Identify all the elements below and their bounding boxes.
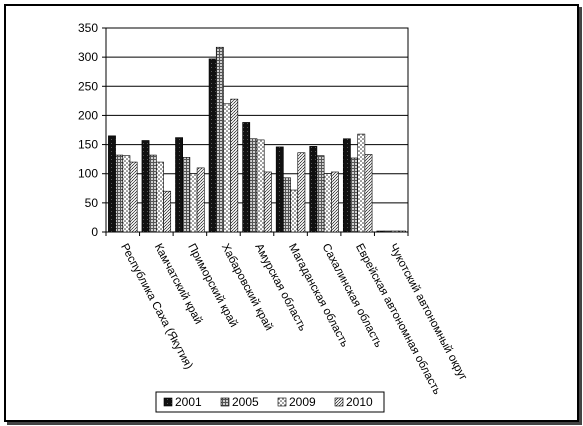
bar-2010-6: [331, 171, 339, 233]
bar-2001-0: [108, 135, 116, 233]
bar-2005-4: [249, 138, 258, 233]
bar-2009-2: [189, 173, 198, 233]
legend-label-2001: 2001: [175, 395, 202, 409]
bar-2005-2: [182, 157, 191, 233]
bar-2001-3: [208, 58, 217, 233]
bar-2005-7: [350, 157, 358, 233]
y-tick-label: 300: [78, 50, 98, 64]
bar-2010-5: [297, 152, 306, 233]
bar-2009-6: [323, 173, 332, 233]
bar-2009-0: [122, 155, 131, 233]
y-tick-label: 50: [85, 196, 99, 210]
bar-2009-5: [290, 189, 299, 233]
y-tick-label: 150: [78, 138, 98, 152]
y-tick-label: 250: [78, 79, 98, 93]
bar-2010-7: [364, 154, 373, 233]
bar-2010-2: [196, 167, 205, 233]
y-tick-label: 350: [78, 21, 98, 35]
bar-2005-3: [215, 46, 224, 233]
bar-2005-5: [283, 177, 291, 233]
legend-label-2010: 2010: [346, 395, 373, 409]
bar-2005-8: [383, 230, 392, 233]
bar-2009-4: [256, 139, 265, 233]
bars: [108, 46, 406, 233]
bar-2010-4: [263, 171, 272, 233]
legend-box: [155, 391, 385, 413]
legend: 2001 2005 2009 2010: [155, 391, 385, 413]
bar-2005-1: [148, 154, 157, 233]
bar-2010-8: [398, 230, 406, 233]
bar-2009-1: [156, 161, 164, 233]
legend-swatch-2010: [334, 397, 344, 407]
chart-frame: 0 50 100 150 200 250 300 350 Республика Саха (Як…: [4, 4, 579, 422]
bar-2009-7: [357, 133, 366, 233]
y-tick-label: 0: [91, 225, 98, 239]
bar-2005-6: [316, 155, 325, 233]
bar-2001-2: [175, 137, 183, 233]
bar-2001-4: [242, 122, 251, 233]
bar-2001-8: [376, 230, 385, 233]
legend-label-2005: 2005: [232, 395, 259, 409]
legend-swatch-2009: [277, 397, 287, 407]
bar-2001-1: [141, 140, 150, 233]
bar-2010-3: [230, 98, 239, 233]
legend-swatch-2001: [163, 397, 173, 407]
legend-swatch-2005: [220, 397, 230, 407]
bar-2009-3: [223, 103, 231, 233]
y-tick-label: 200: [78, 108, 98, 122]
bar-2010-0: [129, 161, 138, 233]
bar-2001-7: [342, 138, 351, 233]
bar-2010-1: [163, 190, 172, 233]
x-tick-label: Магаданская область: [286, 242, 351, 349]
bar-2001-6: [309, 146, 318, 233]
y-tick-label: 100: [78, 167, 98, 181]
legend-label-2009: 2009: [289, 395, 316, 409]
bar-2005-0: [115, 154, 124, 233]
x-tick-label: Сахалинская область: [319, 242, 384, 350]
bar-2001-5: [275, 146, 284, 233]
bar-2009-8: [390, 230, 399, 233]
